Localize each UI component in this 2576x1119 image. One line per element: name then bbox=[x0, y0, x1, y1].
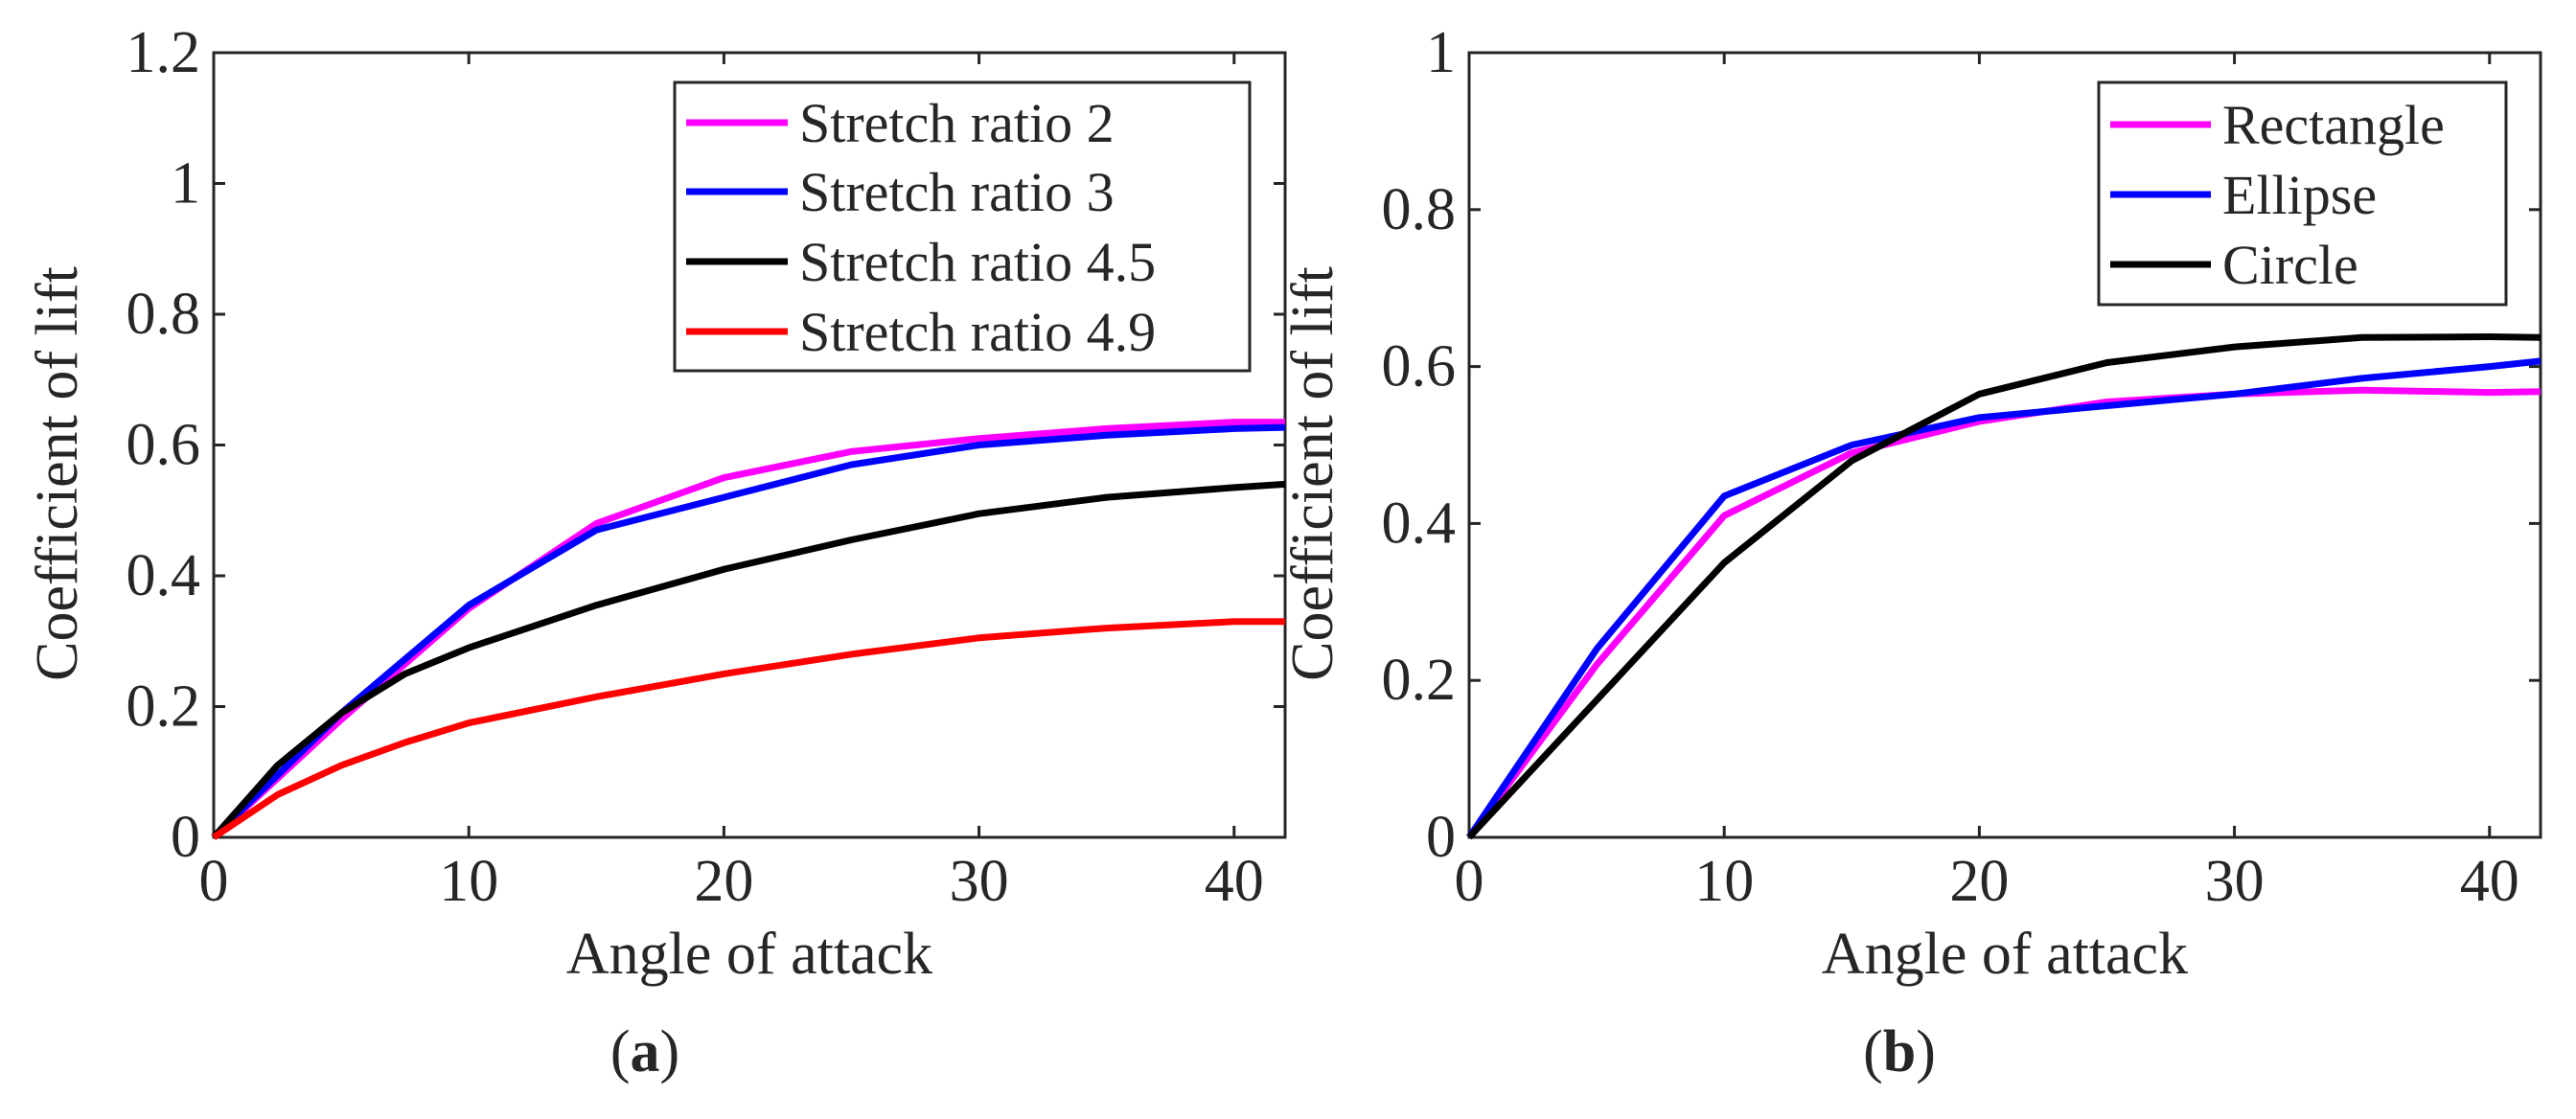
x-tick-label: 20 bbox=[694, 849, 753, 914]
y-tick-label: 0.6 bbox=[1382, 334, 1457, 400]
x-tick-label: 40 bbox=[1205, 849, 1264, 914]
x-axis-title: Angle of attack bbox=[566, 922, 932, 987]
legend: Rectangle Ellipse Circle bbox=[2097, 80, 2508, 307]
y-tick-label: 0.4 bbox=[126, 543, 201, 608]
legend-label: Rectangle bbox=[2222, 94, 2445, 156]
legend: Stretch ratio 2 Stretch ratio 3 Stretch ra… bbox=[673, 80, 1252, 373]
y-axis-title: Coefficient of lift bbox=[1280, 266, 1346, 681]
legend-label: Circle bbox=[2222, 234, 2358, 296]
y-tick-label: 0.4 bbox=[1382, 491, 1457, 556]
panel-caption: (a) bbox=[610, 1019, 679, 1085]
y-axis-title: Coefficient of lift bbox=[25, 266, 90, 681]
series-line-1 bbox=[1466, 357, 2542, 839]
y-tick-label: 0.8 bbox=[126, 282, 201, 347]
x-tick-label: 40 bbox=[2460, 849, 2519, 914]
y-tick-label: 1 bbox=[171, 151, 200, 217]
y-tick-label: 0 bbox=[171, 805, 200, 870]
series-line-1 bbox=[211, 423, 1286, 840]
x-tick-label: 0 bbox=[1455, 849, 1484, 914]
legend-label: Stretch ratio 3 bbox=[799, 161, 1115, 223]
x-tick-label: 30 bbox=[950, 849, 1009, 914]
legend-label: Stretch ratio 4.9 bbox=[799, 301, 1156, 363]
series-line-3 bbox=[212, 618, 1285, 840]
y-tick-label: 1.2 bbox=[126, 20, 201, 85]
y-tick-label: 0 bbox=[1426, 805, 1456, 870]
x-tick-label: 0 bbox=[199, 849, 229, 914]
legend-label: Stretch ratio 2 bbox=[799, 92, 1115, 154]
panel-caption: (b) bbox=[1863, 1019, 1936, 1085]
y-tick-label: 0.2 bbox=[1382, 648, 1457, 713]
series-line-2 bbox=[211, 480, 1286, 840]
x-tick-label: 20 bbox=[1949, 849, 2009, 914]
legend-box bbox=[673, 80, 1252, 373]
series-line-0 bbox=[211, 419, 1285, 840]
legend-label: Stretch ratio 4.5 bbox=[799, 231, 1156, 293]
x-tick-label: 30 bbox=[2205, 849, 2265, 914]
x-tick-label: 10 bbox=[439, 849, 498, 914]
y-tick-label: 1 bbox=[1426, 20, 1456, 85]
legend-label: Ellipse bbox=[2222, 164, 2377, 226]
x-axis-title: Angle of attack bbox=[1822, 922, 2188, 987]
y-tick-label: 0.6 bbox=[126, 413, 201, 478]
x-tick-label: 10 bbox=[1694, 849, 1754, 914]
panel-letter: a bbox=[631, 1019, 660, 1085]
y-tick-label: 0.8 bbox=[1382, 177, 1457, 242]
chart-panel-a: 0 0.2 0.4 0.6 0.8 1 1.2 0 10 20 30 40 Angle of attac… bbox=[25, 20, 1287, 1085]
panel-letter: b bbox=[1883, 1019, 1916, 1085]
y-tick-label: 0.2 bbox=[126, 674, 201, 740]
series-line-2 bbox=[1466, 333, 2542, 840]
